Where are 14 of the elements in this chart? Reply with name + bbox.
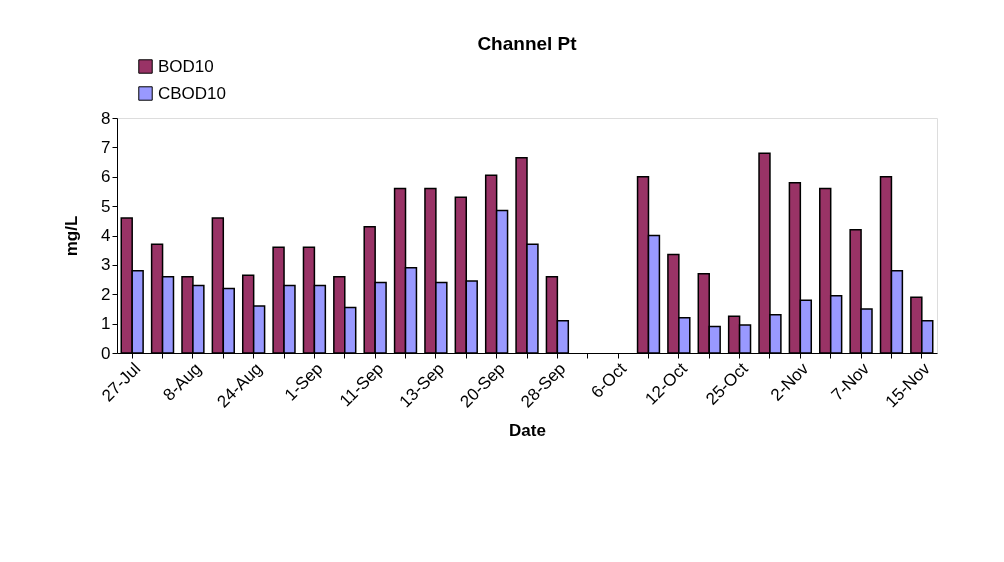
y-tick-label: 1 — [101, 314, 111, 334]
y-tick-label: 8 — [101, 108, 111, 128]
y-tick-label: 0 — [101, 343, 111, 363]
y-tick-label: 2 — [101, 284, 111, 304]
x-axis-title: Date — [509, 420, 546, 440]
y-tick-label: 6 — [101, 167, 111, 187]
y-axis-title: mg/L — [62, 215, 82, 257]
chart-title: Channel Pt — [477, 33, 578, 54]
y-tick-label: 4 — [101, 226, 111, 245]
legend-label: BOD10 — [158, 56, 214, 76]
y-tick-label: 5 — [101, 196, 111, 216]
legend-label: CBOD10 — [158, 83, 227, 103]
y-tick-label: 3 — [101, 255, 111, 275]
y-tick-label: 7 — [101, 137, 111, 157]
